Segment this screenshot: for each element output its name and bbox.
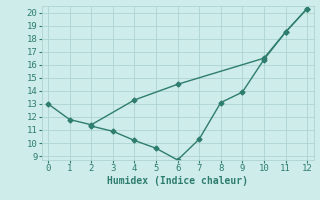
X-axis label: Humidex (Indice chaleur): Humidex (Indice chaleur) [107, 176, 248, 186]
